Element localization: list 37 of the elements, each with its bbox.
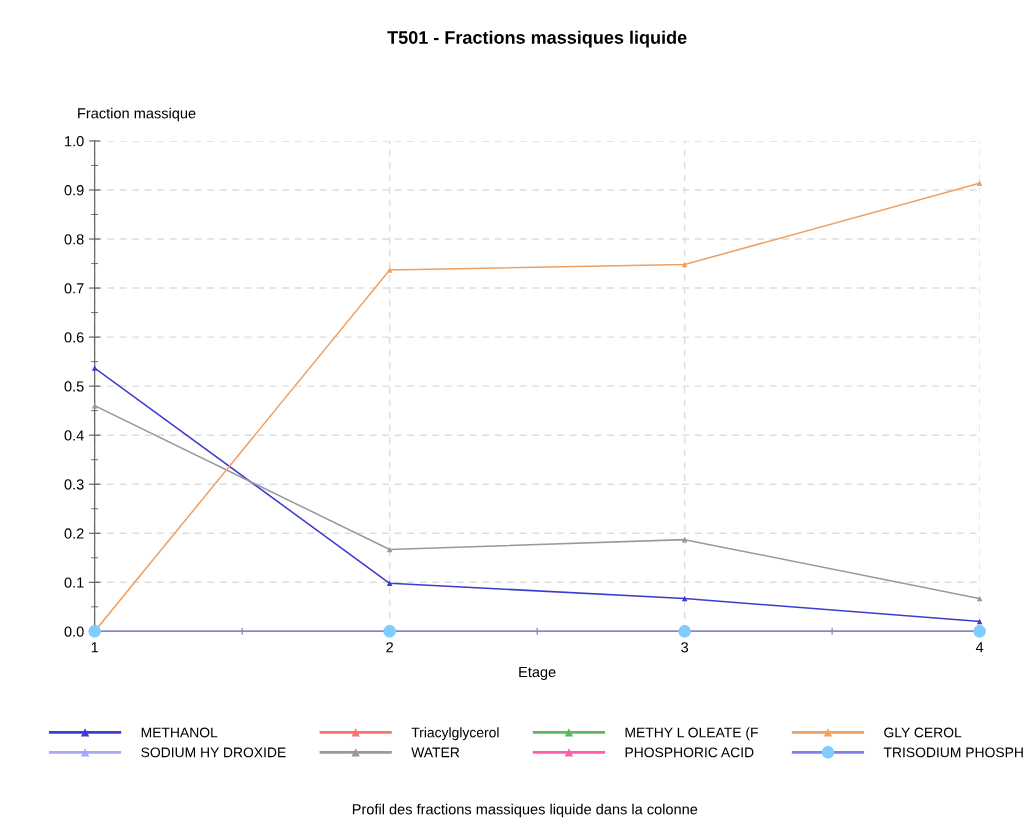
point: [386, 267, 393, 273]
y-tick-label: 0.6: [64, 332, 84, 343]
y-tick-label: 0.5: [64, 381, 84, 392]
chart-title: T501 - Fractions massiques liquide: [387, 30, 687, 48]
legend-label: METHANOL: [141, 727, 218, 738]
point: [681, 595, 688, 602]
y-tick-label: 0.0: [64, 626, 84, 637]
point: [678, 625, 691, 638]
x-tick-label: 2: [386, 642, 393, 653]
legend-label: WATER: [411, 747, 460, 758]
y-tick-label: 0.9: [64, 185, 84, 196]
legend-label: PHOSPHORIC ACID: [625, 747, 754, 758]
y-tick-label: 1.0: [65, 136, 84, 147]
y-tick-label: 0.7: [64, 283, 84, 294]
point: [91, 402, 98, 409]
x-tick-label: 1: [91, 642, 99, 653]
text: Profil des fractions massiques liquide dans la colonne: [352, 803, 698, 818]
legend-label: Triacylglycerol: [411, 727, 499, 741]
point: [973, 625, 986, 638]
point: [91, 365, 98, 371]
y-tick-label: 0.3: [64, 479, 84, 490]
legend-label: SODIUM HY DROXIDE: [141, 747, 286, 758]
point: [976, 180, 983, 186]
point: [383, 625, 396, 638]
x-tick-label: 4: [975, 642, 984, 653]
legend-label: METHY L OLEATE (F: [625, 727, 758, 741]
point: [386, 580, 393, 587]
y-tick-label: 0.8: [64, 234, 84, 245]
x-tick-label: 3: [681, 642, 689, 653]
legend-label: TRISODIUM PHOSPH: [883, 747, 1023, 758]
x-axis-title: Etage: [519, 667, 556, 681]
y-tick-label: 0.1: [64, 577, 84, 588]
y-tick-label: 0.4: [64, 430, 84, 441]
point: [386, 546, 393, 553]
y-tick-label: 0.2: [64, 528, 84, 539]
legend-label: GLY CEROL: [884, 727, 962, 738]
y-axis-title: Fraction massique: [78, 107, 196, 122]
